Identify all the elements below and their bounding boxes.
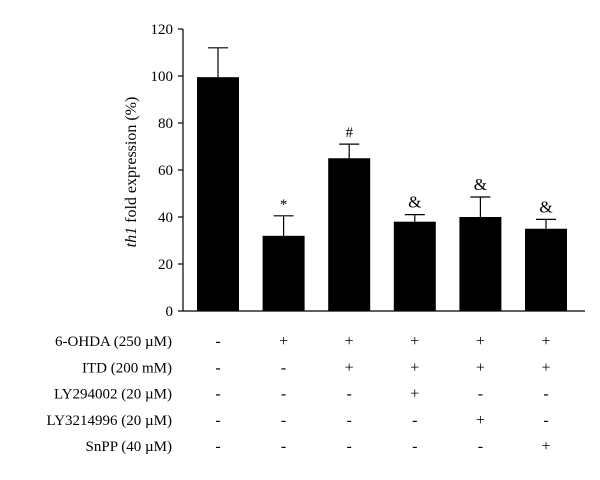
condition-sign: - [281,438,286,455]
condition-label: ITD (200 mM) [82,360,172,376]
condition-sign: + [345,333,354,350]
bar [262,235,305,311]
y-tick-label: 0 [166,304,174,320]
error-bars [208,47,556,236]
bar [197,77,239,311]
condition-sign: + [345,359,354,376]
condition-sign: - [281,386,286,403]
y-axis-label: th1 fold expression (%) [123,97,140,248]
condition-sign: - [281,412,286,429]
y-tick-label: 40 [158,210,173,226]
condition-sign: - [543,386,548,403]
significance-mark: & [474,175,487,194]
condition-sign: + [410,359,419,376]
condition-sign: + [476,412,485,429]
condition-sign: + [541,438,550,455]
y-tick-label: 120 [151,22,174,38]
y-tick-label: 60 [158,163,173,179]
significance-marks: * # & & & [280,125,553,216]
condition-sign: - [478,438,483,455]
condition-sign: + [541,333,550,350]
bar [525,228,567,311]
bar [459,217,502,311]
bar [393,221,436,311]
condition-sign: - [215,333,220,350]
bar [328,158,371,311]
condition-sign: + [410,386,419,403]
condition-label: LY3214996 (20 µM) [47,413,172,429]
condition-sign: - [215,438,220,455]
significance-mark: * [280,197,288,213]
condition-sign: - [215,386,220,403]
significance-mark: & [539,197,552,216]
axes: 0 20 40 60 80 100 120 [151,22,585,320]
condition-sign: - [543,412,548,429]
condition-label: SnPP (40 µM) [86,439,172,455]
condition-sign: - [412,438,417,455]
condition-sign: + [476,333,485,350]
condition-sign: - [347,412,352,429]
bars [197,77,567,311]
condition-label: 6-OHDA (250 µM) [55,334,172,350]
significance-mark: # [345,125,353,141]
condition-sign: - [347,386,352,403]
condition-sign: + [410,333,419,350]
condition-sign: - [215,359,220,376]
condition-table: 6-OHDA (250 µM) - + + + + + ITD (200 mM) - - + + + + L… [47,333,551,455]
condition-sign: - [215,412,220,429]
condition-sign: - [347,438,352,455]
condition-sign: - [281,359,286,376]
condition-label: LY294002 (20 µM) [54,387,172,403]
condition-sign: + [279,333,288,350]
significance-mark: & [408,193,421,212]
condition-sign: - [478,386,483,403]
y-tick-label: 80 [158,116,173,132]
condition-sign: + [476,359,485,376]
y-tick-label: 100 [151,69,174,85]
condition-sign: + [541,359,550,376]
condition-sign: - [412,412,417,429]
y-tick-label: 20 [158,257,173,273]
